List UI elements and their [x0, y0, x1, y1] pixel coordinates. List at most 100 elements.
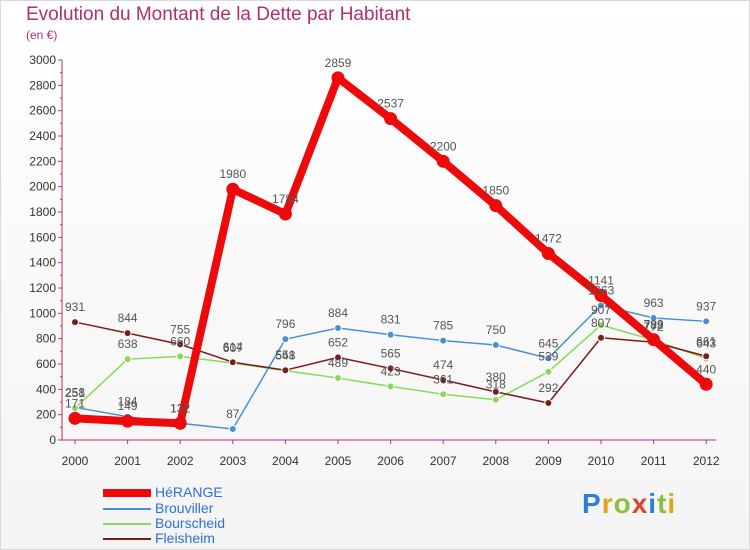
legend-label-fleisheim: Fleisheim	[155, 530, 215, 546]
data-point-bourscheid	[71, 404, 79, 413]
data-point-bourscheid	[597, 321, 605, 330]
data-label-brouviller: 1063	[588, 283, 615, 297]
data-point-herange	[68, 411, 82, 425]
data-label-herange: 1141	[588, 273, 614, 287]
x-tick-label: 2003	[219, 454, 246, 468]
data-point-fleisheim	[386, 364, 395, 373]
legend-swatch-herange	[103, 489, 151, 497]
data-label-herange: 1784	[272, 192, 299, 206]
data-point-brouviller	[386, 330, 395, 339]
data-point-bourscheid	[176, 352, 185, 361]
data-label-brouviller: 184	[118, 395, 138, 409]
chart-title: Evolution du Montant de la Dette par Hab…	[26, 4, 411, 25]
logo-letter: P	[582, 488, 602, 519]
logo-letter: o	[613, 488, 632, 519]
data-point-herange	[226, 182, 240, 196]
data-label-herange: 171	[65, 396, 85, 410]
x-tick-label: 2002	[167, 454, 194, 468]
data-point-herange	[647, 333, 661, 347]
logo-letter: i	[667, 488, 677, 519]
y-tick-label: 2800	[29, 78, 56, 92]
data-label-brouviller: 796	[275, 317, 295, 331]
x-tick-label: 2010	[588, 454, 615, 468]
y-tick-label: 2600	[29, 104, 56, 118]
data-label-bourscheid: 607	[223, 341, 243, 355]
data-point-brouviller	[334, 324, 342, 333]
proxiti-logo: Proxiti	[582, 488, 676, 520]
data-label-brouviller: 963	[644, 296, 664, 310]
data-point-bourscheid	[386, 382, 395, 391]
data-label-brouviller: 884	[328, 306, 348, 320]
data-label-herange: 2200	[430, 139, 457, 153]
data-point-brouviller	[228, 424, 237, 433]
data-point-herange	[436, 154, 450, 168]
logo-letter: i	[648, 488, 658, 519]
data-point-fleisheim	[176, 340, 185, 349]
data-label-fleisheim: 772	[644, 320, 664, 334]
legend-label-bourscheid: Bourscheid	[155, 515, 226, 531]
x-tick-label: 2001	[114, 454, 141, 468]
data-label-herange: 149	[118, 399, 138, 413]
data-label-brouviller: 937	[696, 299, 716, 313]
data-label-bourscheid: 643	[696, 337, 716, 351]
logo-letter: t	[657, 488, 668, 519]
data-label-brouviller: 645	[538, 336, 558, 350]
data-point-fleisheim	[702, 352, 711, 361]
x-tick-label: 2006	[377, 454, 404, 468]
x-tick-label: 2008	[482, 454, 509, 468]
data-point-herange	[699, 377, 713, 391]
data-label-brouviller: 831	[381, 313, 401, 327]
y-tick-label: 400	[36, 382, 56, 396]
y-tick-label: 600	[36, 357, 56, 371]
y-tick-label: 2000	[29, 180, 56, 194]
data-point-fleisheim	[597, 333, 605, 342]
data-label-herange: 1980	[219, 167, 246, 181]
data-point-bourscheid	[491, 395, 500, 404]
x-tick-label: 2000	[62, 454, 89, 468]
data-label-fleisheim: 755	[170, 322, 190, 336]
data-label-fleisheim: 661	[696, 334, 716, 348]
chart-subtitle: (en €)	[26, 28, 58, 42]
y-tick-label: 1400	[29, 256, 56, 270]
y-tick-label: 2400	[29, 129, 56, 143]
data-label-herange: 2537	[377, 97, 404, 111]
y-tick-label: 800	[36, 332, 56, 346]
data-label-herange: 2859	[325, 56, 352, 70]
data-point-bourscheid	[544, 367, 553, 376]
data-label-fleisheim: 474	[433, 358, 453, 372]
legend-swatch-brouviller	[103, 508, 151, 510]
data-label-bourscheid: 489	[328, 356, 348, 370]
data-point-brouviller	[439, 336, 448, 345]
x-tick-label: 2005	[325, 454, 352, 468]
y-tick-label: 1800	[29, 205, 56, 219]
data-point-fleisheim	[123, 329, 132, 338]
x-tick-label: 2009	[535, 454, 562, 468]
data-point-fleisheim	[228, 358, 237, 367]
data-point-herange	[489, 199, 503, 213]
data-point-fleisheim	[71, 318, 79, 327]
data-label-herange: 1472	[535, 232, 562, 246]
y-tick-label: 200	[36, 408, 56, 422]
legend-label-brouviller: Brouviller	[155, 500, 214, 516]
legend-label-herange: HéRANGE	[155, 484, 223, 500]
data-point-brouviller	[702, 317, 711, 326]
data-label-fleisheim: 380	[486, 370, 506, 384]
data-label-bourscheid: 789	[644, 318, 664, 332]
data-label-fleisheim: 931	[65, 300, 85, 314]
legend-swatch-bourscheid	[103, 523, 151, 525]
data-point-brouviller	[491, 341, 500, 349]
logo-letter: x	[631, 488, 649, 519]
data-label-herange: 440	[696, 362, 716, 376]
data-label-brouviller: 750	[486, 323, 506, 337]
x-tick-label: 2012	[693, 454, 720, 468]
data-point-bourscheid	[439, 390, 448, 399]
data-label-bourscheid: 907	[591, 303, 611, 317]
data-label-brouviller: 258	[65, 385, 85, 399]
x-tick-label: 2007	[430, 454, 457, 468]
data-label-fleisheim: 565	[381, 346, 401, 360]
data-label-brouviller: 87	[226, 407, 240, 421]
data-label-herange: 1850	[482, 184, 509, 198]
data-label-herange: 132	[170, 401, 190, 415]
y-tick-label: 0	[49, 433, 56, 447]
data-label-brouviller: 132	[170, 401, 190, 415]
